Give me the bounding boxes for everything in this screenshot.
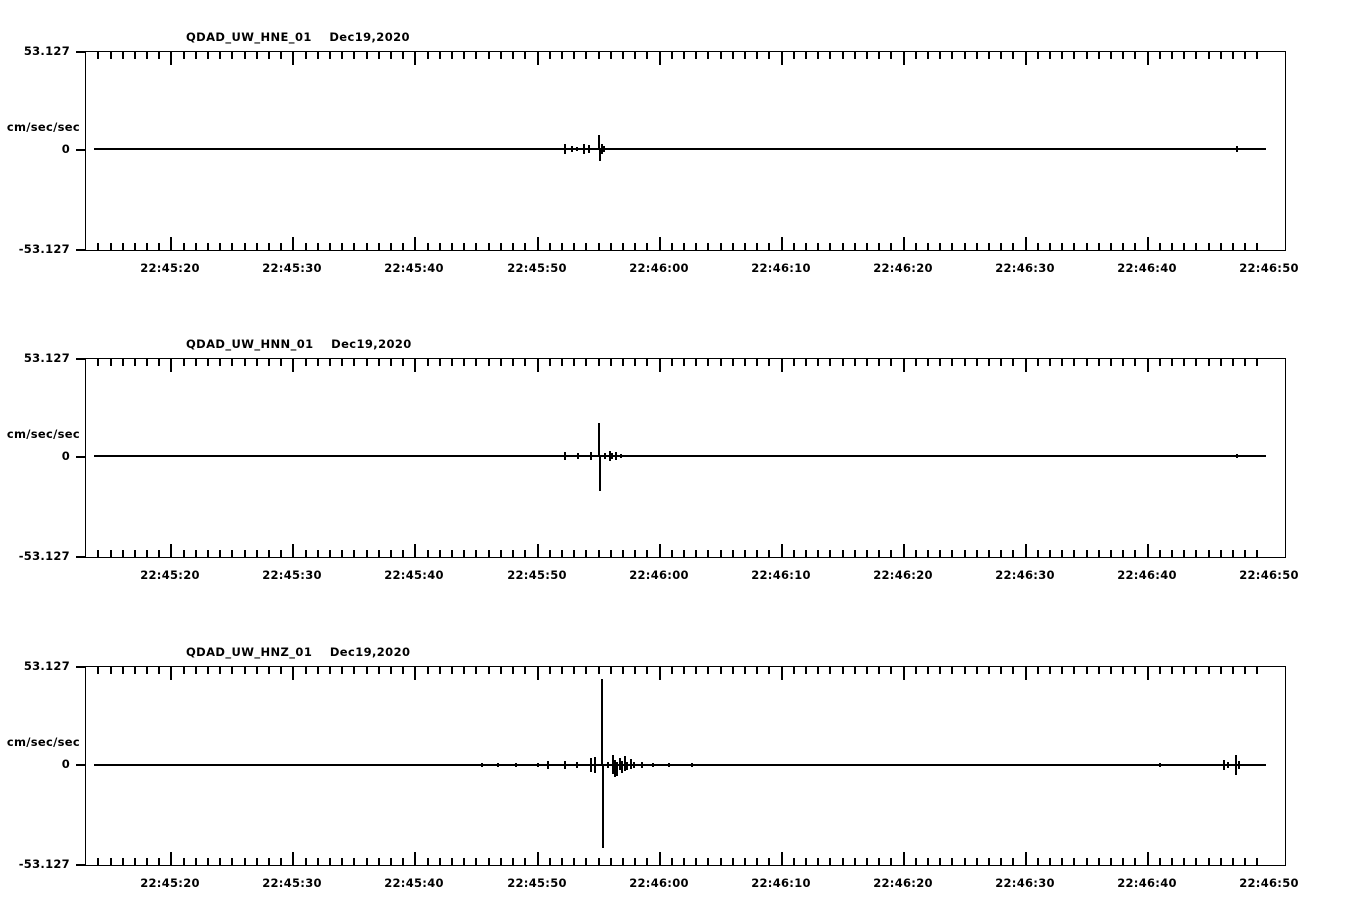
y-axis-tick-max-hnn: [76, 358, 86, 360]
waveform-trace-hne: [94, 135, 1266, 161]
panel-title-hne: QDAD_UW_HNE_01 Dec19,2020: [186, 30, 410, 44]
x-tick-label-6-hnn: 22:46:20: [873, 568, 933, 582]
waveform-trace-hnn: [94, 423, 1266, 491]
x-tick-label-4-hnz: 22:46:00: [629, 876, 689, 890]
y-axis-tick-min-hne: [76, 249, 86, 251]
x-tick-label-4-hne: 22:46:00: [629, 261, 689, 275]
y-axis-min-label-hnz: -53.127: [18, 857, 70, 871]
y-axis-tick-min-hnz: [76, 864, 86, 866]
x-tick-label-7-hnn: 22:46:30: [995, 568, 1055, 582]
y-axis-tick-min-hnn: [76, 556, 86, 558]
x-tick-label-2-hnz: 22:45:40: [384, 876, 444, 890]
x-tick-label-1-hne: 22:45:30: [262, 261, 322, 275]
x-tick-label-7-hnz: 22:46:30: [995, 876, 1055, 890]
x-tick-label-8-hnz: 22:46:40: [1117, 876, 1177, 890]
seismogram-panel-hnz: QDAD_UW_HNZ_01 Dec19,2020 cm/sec/sec 53.…: [0, 614, 1358, 924]
x-tick-label-6-hne: 22:46:20: [873, 261, 933, 275]
y-axis-min-label-hne: -53.127: [18, 242, 70, 256]
x-tick-label-1-hnn: 22:45:30: [262, 568, 322, 582]
x-tick-label-8-hne: 22:46:40: [1117, 261, 1177, 275]
seismogram-panel-hnn: QDAD_UW_HNN_01 Dec19,2020 cm/sec/sec 53.…: [0, 307, 1358, 607]
x-tick-label-2-hne: 22:45:40: [384, 261, 444, 275]
panel-title-hnn: QDAD_UW_HNN_01 Dec19,2020: [186, 337, 412, 351]
plot-frame-hnn: [85, 358, 1286, 558]
x-tick-label-0-hnz: 22:45:20: [140, 876, 200, 890]
y-axis-zero-label-hnn: 0: [61, 449, 70, 463]
plot-frame-hnz: [85, 666, 1286, 866]
x-tick-label-1-hnz: 22:45:30: [262, 876, 322, 890]
seismogram-panel-hne: QDAD_UW_HNE_01 Dec19,2020 cm/sec/sec 53.…: [0, 0, 1358, 300]
x-tick-label-9-hnn: 22:46:50: [1239, 568, 1299, 582]
x-tick-label-9-hne: 22:46:50: [1239, 261, 1299, 275]
x-tick-label-8-hnn: 22:46:40: [1117, 568, 1177, 582]
y-axis-unit-hne: cm/sec/sec: [6, 120, 80, 134]
x-tick-label-0-hnn: 22:45:20: [140, 568, 200, 582]
y-axis-min-label-hnn: -53.127: [18, 549, 70, 563]
plot-frame-hne: [85, 51, 1286, 251]
y-axis-max-label-hnn: 53.127: [23, 351, 70, 365]
x-tick-label-3-hne: 22:45:50: [507, 261, 567, 275]
x-tick-label-3-hnz: 22:45:50: [507, 876, 567, 890]
y-axis-tick-zero-hne: [76, 149, 86, 151]
x-tick-label-4-hnn: 22:46:00: [629, 568, 689, 582]
y-axis-tick-max-hnz: [76, 666, 86, 668]
y-axis-tick-zero-hnz: [76, 764, 86, 766]
waveform-trace-hnz: [94, 679, 1266, 848]
x-tick-label-5-hnn: 22:46:10: [751, 568, 811, 582]
y-axis-zero-label-hne: 0: [61, 142, 70, 156]
panel-title-hnz: QDAD_UW_HNZ_01 Dec19,2020: [186, 645, 411, 659]
x-tick-label-2-hnn: 22:45:40: [384, 568, 444, 582]
x-tick-label-5-hnz: 22:46:10: [751, 876, 811, 890]
y-axis-zero-label-hnz: 0: [61, 757, 70, 771]
x-tick-label-9-hnz: 22:46:50: [1239, 876, 1299, 890]
y-axis-tick-zero-hnn: [76, 456, 86, 458]
y-axis-tick-max-hne: [76, 51, 86, 53]
x-tick-label-6-hnz: 22:46:20: [873, 876, 933, 890]
x-tick-label-0-hne: 22:45:20: [140, 261, 200, 275]
y-axis-max-label-hnz: 53.127: [23, 659, 70, 673]
y-axis-unit-hnn: cm/sec/sec: [6, 427, 80, 441]
x-tick-label-7-hne: 22:46:30: [995, 261, 1055, 275]
x-tick-label-3-hnn: 22:45:50: [507, 568, 567, 582]
x-tick-label-5-hne: 22:46:10: [751, 261, 811, 275]
y-axis-max-label-hne: 53.127: [23, 44, 70, 58]
y-axis-unit-hnz: cm/sec/sec: [6, 735, 80, 749]
